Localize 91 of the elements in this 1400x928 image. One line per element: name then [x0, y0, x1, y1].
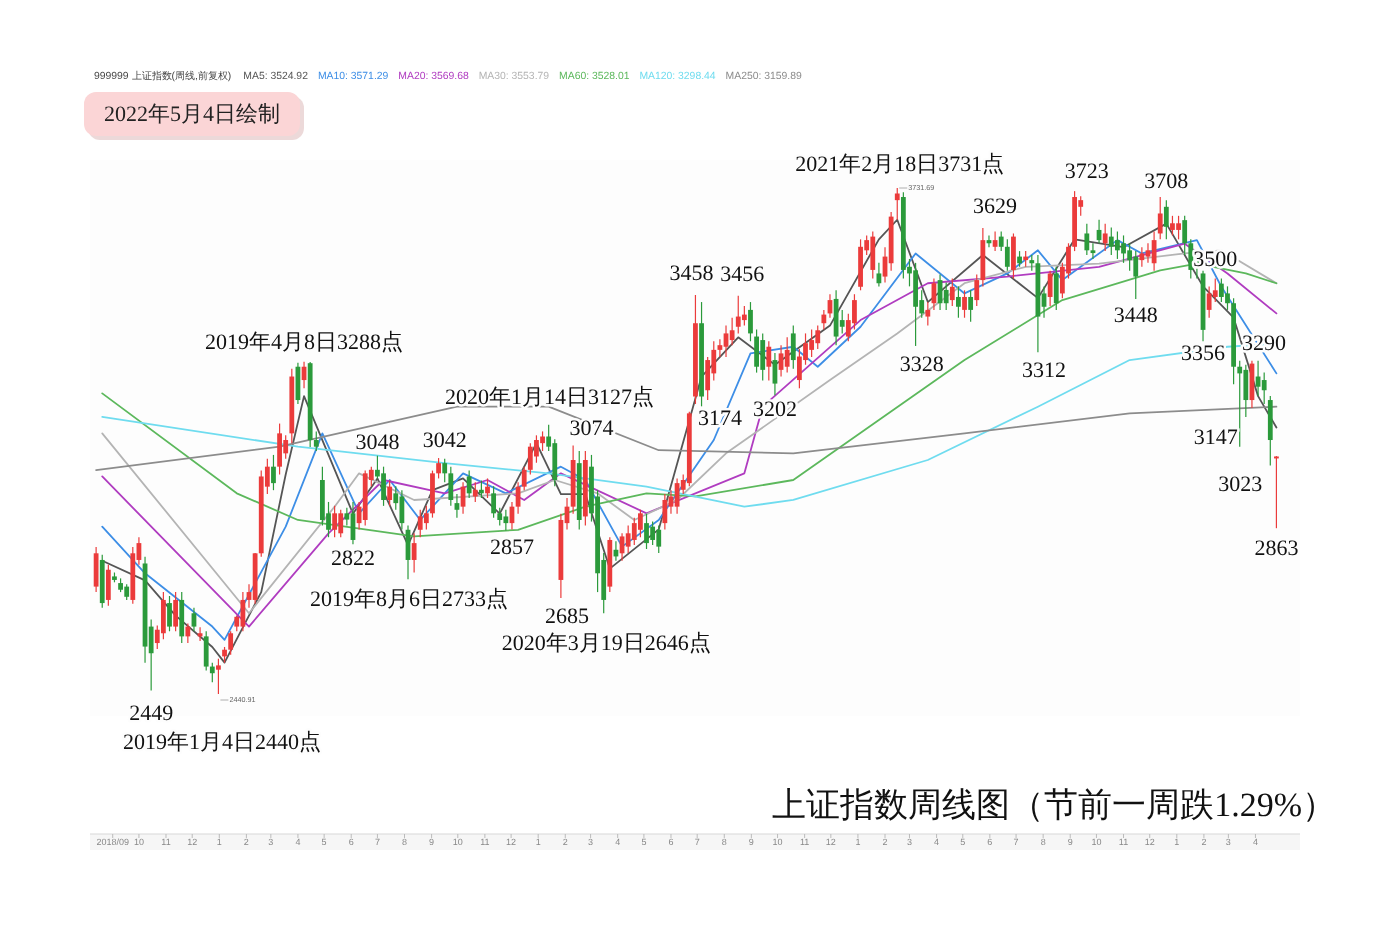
candlestick	[466, 469, 472, 499]
candlestick	[332, 505, 338, 538]
candlestick	[1084, 223, 1090, 256]
candlestick	[1206, 285, 1212, 319]
candlestick	[631, 517, 637, 546]
annotation: 3629	[973, 195, 1019, 220]
annotation: 2449	[129, 701, 175, 726]
annotation: 3074	[569, 416, 615, 441]
annotation: 3723	[1064, 160, 1110, 185]
candlestick	[485, 477, 490, 499]
candlestick	[1108, 226, 1114, 256]
candlestick	[503, 509, 509, 532]
candlestick	[968, 289, 974, 323]
candlestick	[956, 285, 961, 319]
candlestick	[1163, 199, 1169, 240]
annotation: 2020年1月14日3127点	[445, 383, 655, 410]
candlestick	[925, 301, 931, 327]
text: 2022年5月4日绘制	[104, 101, 280, 128]
candlestick	[962, 289, 967, 319]
candlestick	[277, 422, 282, 476]
annotation: 2863	[1254, 537, 1300, 562]
candlestick	[1176, 215, 1181, 240]
candlestick	[167, 595, 172, 632]
candlestick	[417, 509, 423, 538]
candlestick	[656, 524, 662, 554]
candlestick	[1011, 232, 1016, 280]
candlestick	[625, 524, 631, 554]
annotation: 3042	[422, 429, 467, 454]
annotation: 2685	[545, 605, 591, 630]
candlestick	[638, 509, 643, 538]
candlestick	[1121, 234, 1126, 264]
candlestick	[809, 328, 815, 358]
candlestick	[93, 546, 99, 593]
candlestick	[1115, 230, 1120, 260]
annotation: 2019年4月8日3288点	[205, 328, 404, 355]
annotation: 3328	[899, 353, 945, 378]
candlestick	[228, 630, 234, 656]
candlestick	[411, 532, 417, 574]
candlestick	[1133, 250, 1139, 300]
candlestick	[1102, 223, 1108, 252]
candlestick	[784, 336, 790, 374]
candlestick	[644, 513, 649, 550]
candlestick	[1053, 266, 1059, 311]
annotation: 2019年8月6日2733点	[309, 586, 508, 613]
candlestick	[760, 332, 766, 382]
annotation: 2020年3月19日2646点	[501, 630, 711, 657]
candlestick	[1170, 215, 1175, 237]
candlestick	[1004, 238, 1010, 272]
annotation: 2021年2月18日3731点	[795, 151, 1005, 178]
annotation: 2857	[489, 535, 535, 560]
candlestick	[870, 230, 876, 280]
candlestick	[491, 485, 497, 519]
annotation: 2019年1月4日2440点	[122, 729, 321, 756]
annotation: 3048	[355, 430, 401, 455]
candlestick	[173, 591, 179, 632]
candlestick	[1218, 277, 1224, 303]
candlestick	[815, 324, 821, 350]
candlestick	[790, 324, 796, 370]
candlestick	[338, 509, 344, 538]
candlestick	[650, 520, 656, 546]
candlestick	[271, 454, 276, 491]
candlestick	[1274, 455, 1279, 529]
candlestick	[362, 469, 368, 527]
annotation: 2822	[330, 547, 375, 572]
candlestick	[766, 340, 772, 382]
annotation: 3023	[1218, 472, 1264, 497]
candlestick	[858, 238, 863, 291]
candlestick	[943, 281, 949, 311]
candlestick	[185, 622, 191, 644]
annotation: 3708	[1144, 170, 1190, 195]
candlestick	[240, 591, 246, 632]
candlestick	[1139, 246, 1145, 268]
candlestick	[216, 658, 221, 695]
annotation: 3312	[1022, 359, 1067, 384]
candlestick	[472, 481, 478, 503]
candlestick	[662, 493, 668, 530]
annotation: 3456	[720, 262, 766, 287]
candlestick	[105, 564, 111, 607]
annotation: 3448	[1113, 303, 1159, 328]
candlestick	[179, 591, 185, 644]
candlestick	[1047, 270, 1053, 307]
annotation: 3458	[669, 262, 715, 287]
candlestick	[99, 554, 105, 609]
candlestick	[399, 489, 405, 530]
candlestick	[387, 479, 393, 507]
candlestick	[913, 262, 918, 347]
candlestick	[949, 277, 955, 307]
text: 上证指数周线图（节前一周跌1.29%）	[772, 785, 1336, 824]
candlestick	[607, 536, 613, 593]
annotation: 3147	[1193, 425, 1239, 450]
candlestick	[1145, 242, 1151, 264]
